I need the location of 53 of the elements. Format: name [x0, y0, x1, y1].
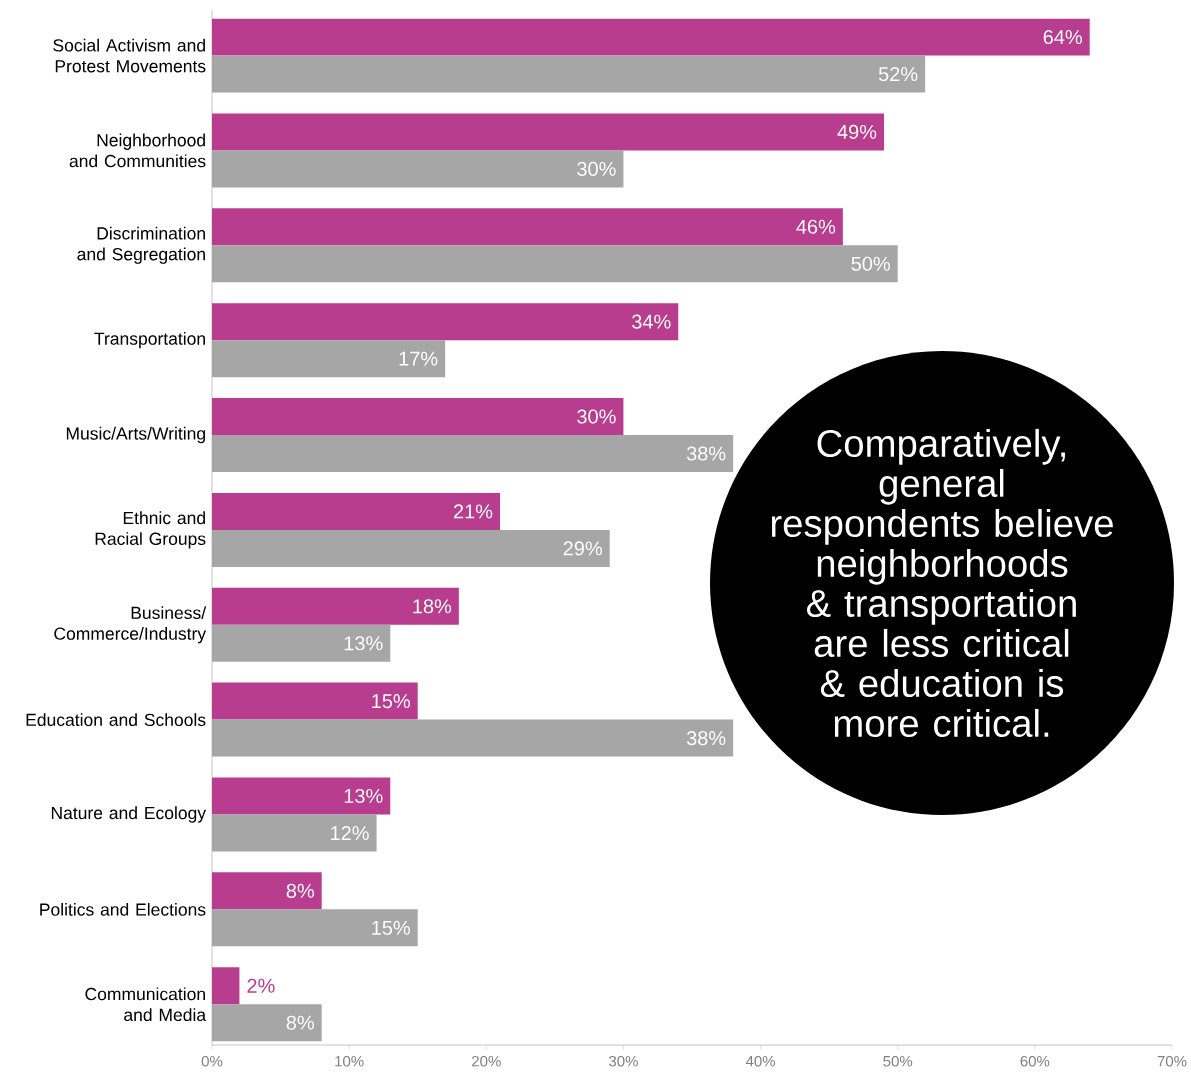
data-label: 30%: [577, 161, 616, 176]
y-tick-label: Education and Schools: [26, 713, 206, 727]
data-label: 46%: [796, 219, 836, 234]
bar: [212, 682, 418, 720]
data-label: 21%: [453, 504, 493, 519]
y-tick-label: Business/ Commerce/Industry: [54, 606, 207, 644]
data-label: 34%: [632, 314, 671, 329]
bar: [212, 208, 843, 246]
bar: [212, 303, 679, 341]
bar: [212, 587, 459, 625]
annotation: Comparatively, general respondents believe neighborhoods & transportation are less critical & education is more critical.: [771, 428, 1113, 738]
data-label: 8%: [286, 1015, 314, 1030]
bar: [212, 398, 624, 436]
data-label: 52%: [878, 66, 918, 82]
data-label: 18%: [413, 599, 452, 614]
data-label: 49%: [837, 124, 877, 139]
data-label: 13%: [344, 636, 383, 651]
x-tick-label: 40%: [745, 1055, 776, 1067]
x-tick-label: 50%: [883, 1055, 913, 1067]
y-tick-label: Politics and Elections: [40, 902, 206, 916]
data-label: 29%: [563, 541, 602, 556]
y-tick-label: Discrimination and Segregation: [77, 226, 205, 264]
data-label: 38%: [686, 446, 726, 461]
bar: [212, 967, 240, 1005]
x-tick-label: 60%: [1020, 1055, 1050, 1067]
data-label: 13%: [344, 788, 383, 804]
data-label: 17%: [399, 351, 438, 366]
data-label: 8%: [286, 883, 314, 898]
data-label: 2%: [247, 978, 275, 993]
x-tick-label: 10%: [335, 1055, 364, 1067]
y-tick-label: Communication and Media: [85, 987, 207, 1022]
bar: [212, 113, 884, 151]
data-label: 64%: [1043, 29, 1082, 45]
y-tick-label: Music/Arts/Writing: [66, 426, 205, 444]
y-tick-label: Neighborhood and Communities: [69, 133, 206, 168]
y-tick-label: Social Activism and Protest Movements: [53, 38, 206, 73]
x-tick-label: 30%: [608, 1055, 638, 1067]
data-label: 12%: [331, 825, 369, 841]
data-label: 50%: [851, 256, 890, 271]
bar: [212, 492, 500, 530]
y-tick-label: Nature and Ecology: [51, 806, 207, 823]
data-label: 15%: [372, 920, 410, 935]
x-tick-label: 20%: [472, 1055, 501, 1067]
data-label: 30%: [577, 409, 616, 424]
data-label: 15%: [372, 694, 410, 709]
x-tick-label: 70%: [1157, 1055, 1187, 1067]
x-tick-label: 0%: [201, 1055, 223, 1067]
bar: [212, 777, 391, 815]
bar: [212, 872, 322, 910]
data-label: 38%: [686, 731, 726, 746]
y-tick-label: Transportation: [94, 331, 205, 349]
y-tick-label: Ethnic and Racial Groups: [95, 511, 206, 549]
bar: [212, 18, 1090, 56]
